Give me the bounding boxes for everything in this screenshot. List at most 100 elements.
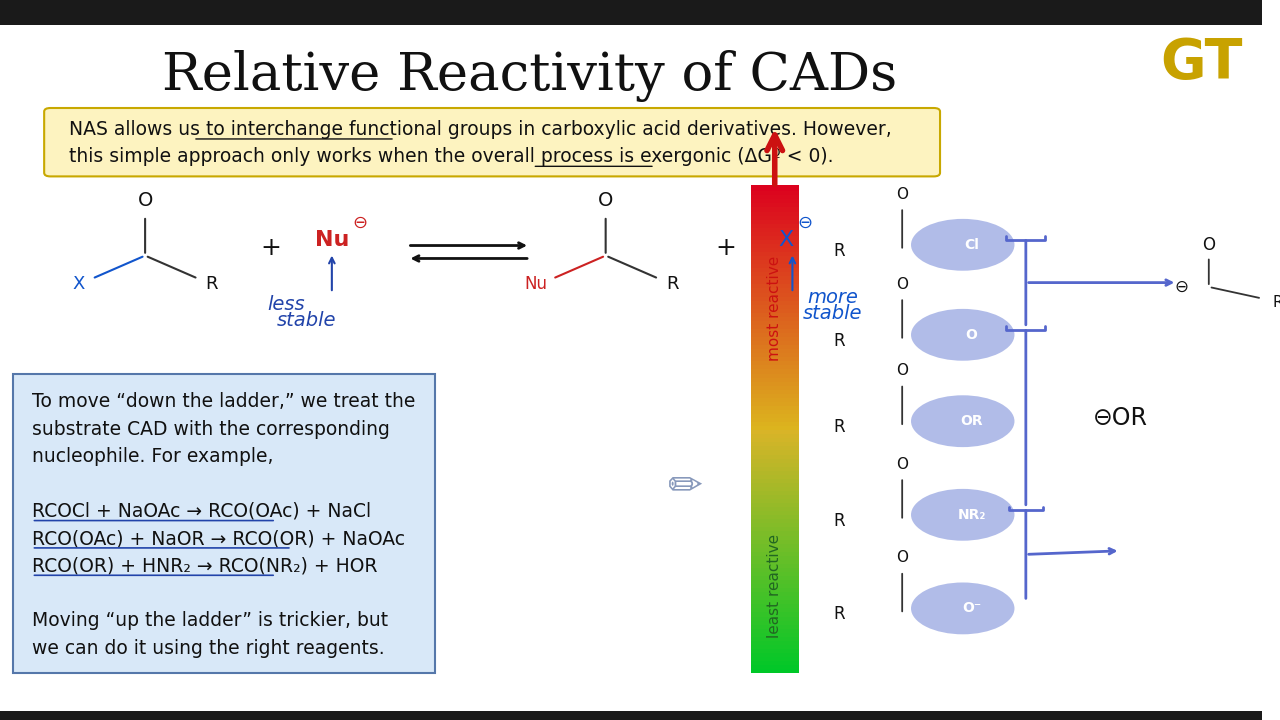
Bar — [751, 246, 799, 252]
Text: RCO(OAc) + NaOR → RCO(OR) + NaOAc: RCO(OAc) + NaOR → RCO(OR) + NaOAc — [32, 529, 404, 548]
Bar — [751, 611, 799, 616]
Bar — [751, 351, 799, 357]
Text: most reactive: most reactive — [767, 256, 782, 361]
Bar — [751, 299, 799, 305]
Text: R: R — [833, 331, 845, 350]
Text: To move “down the ladder,” we treat the: To move “down the ladder,” we treat the — [32, 392, 415, 411]
Text: O: O — [896, 550, 909, 565]
Bar — [751, 449, 799, 454]
Bar — [751, 307, 799, 312]
Bar — [751, 651, 799, 657]
Bar — [751, 574, 799, 580]
Bar — [751, 631, 799, 636]
Bar — [751, 432, 799, 438]
Text: stable: stable — [803, 304, 863, 323]
Bar — [751, 647, 799, 653]
Text: +: + — [261, 236, 282, 261]
Bar — [751, 327, 799, 333]
Bar — [751, 618, 799, 624]
Bar — [751, 323, 799, 329]
Text: O: O — [896, 276, 909, 292]
Bar — [751, 509, 799, 516]
Bar — [751, 282, 799, 289]
Text: RCOCl + NaOAc → RCO(OAc) + NaCl: RCOCl + NaOAc → RCO(OAc) + NaCl — [32, 502, 371, 521]
Text: more: more — [808, 288, 858, 307]
Bar — [751, 254, 799, 260]
Bar — [751, 549, 799, 556]
Text: substrate CAD with the corresponding: substrate CAD with the corresponding — [32, 420, 389, 438]
Text: nucleophile. For example,: nucleophile. For example, — [32, 447, 273, 466]
Bar — [751, 278, 799, 284]
Bar — [751, 570, 799, 576]
Bar — [751, 185, 799, 192]
Bar — [751, 546, 799, 552]
Bar — [751, 319, 799, 325]
Bar — [751, 594, 799, 600]
Bar — [751, 233, 799, 240]
Bar — [751, 302, 799, 309]
Bar — [751, 590, 799, 596]
Text: +: + — [716, 236, 736, 261]
Text: Cl: Cl — [964, 238, 979, 252]
Text: NR₂: NR₂ — [957, 508, 986, 522]
Bar — [0, 0, 1262, 25]
Bar — [751, 537, 799, 544]
Bar — [751, 310, 799, 317]
Bar — [751, 501, 799, 507]
Bar — [751, 197, 799, 204]
Text: ✏: ✏ — [668, 465, 703, 507]
Bar — [751, 375, 799, 382]
Bar — [751, 602, 799, 608]
Bar — [751, 469, 799, 474]
Bar — [751, 614, 799, 621]
Text: O: O — [896, 456, 909, 472]
Bar — [751, 634, 799, 641]
Bar — [751, 250, 799, 256]
FancyBboxPatch shape — [45, 108, 940, 176]
Bar — [751, 420, 799, 426]
Bar — [751, 659, 799, 665]
Bar — [751, 230, 799, 236]
Bar — [751, 217, 799, 224]
Bar — [751, 639, 799, 645]
Bar — [751, 270, 799, 276]
Bar — [751, 294, 799, 301]
Text: Nu: Nu — [315, 230, 349, 250]
Bar — [751, 526, 799, 531]
Bar — [751, 529, 799, 536]
Bar — [751, 213, 799, 220]
Bar — [751, 266, 799, 272]
Bar — [751, 464, 799, 471]
Bar — [751, 290, 799, 297]
Ellipse shape — [911, 219, 1015, 271]
Bar — [751, 205, 799, 212]
Bar — [751, 485, 799, 491]
Text: ⊖: ⊖ — [797, 215, 813, 232]
Text: least reactive: least reactive — [767, 534, 782, 638]
Text: X: X — [778, 230, 794, 250]
Text: stable: stable — [276, 311, 337, 330]
Bar — [751, 210, 799, 215]
Bar — [751, 367, 799, 374]
Text: Nu: Nu — [525, 276, 548, 294]
Bar — [751, 262, 799, 268]
Bar — [751, 404, 799, 410]
Bar — [751, 521, 799, 527]
Bar — [751, 222, 799, 228]
Text: X: X — [72, 276, 84, 294]
Text: O: O — [1202, 236, 1215, 254]
Bar — [751, 566, 799, 572]
Bar — [751, 400, 799, 406]
Bar — [751, 481, 799, 487]
Bar — [751, 331, 799, 337]
Ellipse shape — [911, 395, 1015, 447]
FancyBboxPatch shape — [13, 374, 435, 673]
Bar — [751, 416, 799, 422]
Text: ⊖: ⊖ — [352, 215, 367, 232]
Text: O: O — [965, 328, 978, 342]
Bar — [751, 238, 799, 244]
Text: RCO(OR) + HNR₂ → RCO(NR₂) + HOR: RCO(OR) + HNR₂ → RCO(NR₂) + HOR — [32, 557, 378, 575]
Bar — [751, 497, 799, 503]
Text: we can do it using the right reagents.: we can do it using the right reagents. — [32, 639, 384, 657]
Bar — [751, 477, 799, 483]
